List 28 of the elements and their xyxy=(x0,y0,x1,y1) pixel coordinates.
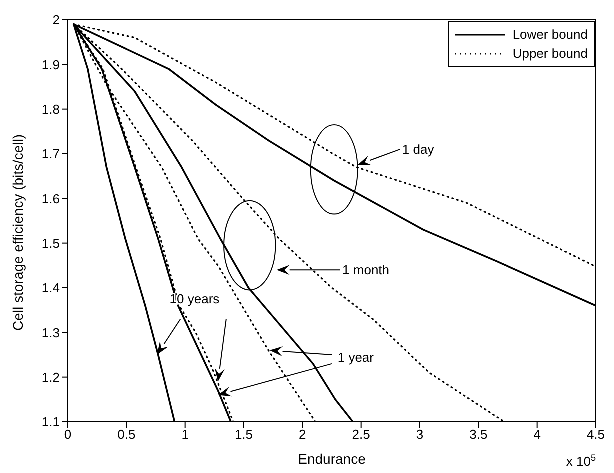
x-tick-label: 0.5 xyxy=(118,427,136,442)
y-tick-label: 1.5 xyxy=(42,236,60,251)
y-tick-label: 1.8 xyxy=(42,102,60,117)
y-tick-label: 1.6 xyxy=(42,191,60,206)
x-tick-label: 2 xyxy=(299,427,306,442)
x-axis-title: Endurance xyxy=(298,451,366,467)
y-tick-label: 1.9 xyxy=(42,57,60,72)
text: x 10$^{5}$ xyxy=(566,453,596,469)
x-tick-label: 0 xyxy=(64,427,72,442)
y-tick-label: 1.4 xyxy=(42,280,60,296)
y-tick-label: 2 xyxy=(52,12,60,28)
annotation: 1 day xyxy=(402,142,435,158)
legend-label: Upper bound xyxy=(512,46,588,61)
x-tick-label: 2.5 xyxy=(352,427,370,442)
x-tick-label: 1.5 xyxy=(234,427,254,442)
y-tick-label: 1.3 xyxy=(42,325,60,340)
x-tick-label: 3.5 xyxy=(470,427,488,442)
x-tick-label: 4 xyxy=(534,427,541,442)
annotation: 1 year xyxy=(338,350,375,365)
y-tick-label: 1.7 xyxy=(42,146,60,162)
y-tick-label: 1.1 xyxy=(42,414,60,430)
annotation: 1 month xyxy=(342,262,390,278)
x-tick-label: 4.5 xyxy=(586,427,606,442)
legend-label: Lower bound xyxy=(512,27,588,42)
x-tick-label: 3 xyxy=(416,427,424,442)
y-tick-label: 1.2 xyxy=(42,370,60,385)
x-tick-label: 1 xyxy=(182,427,189,442)
y-axis-title: Cell storage efficiency (bits/cell) xyxy=(10,134,26,331)
